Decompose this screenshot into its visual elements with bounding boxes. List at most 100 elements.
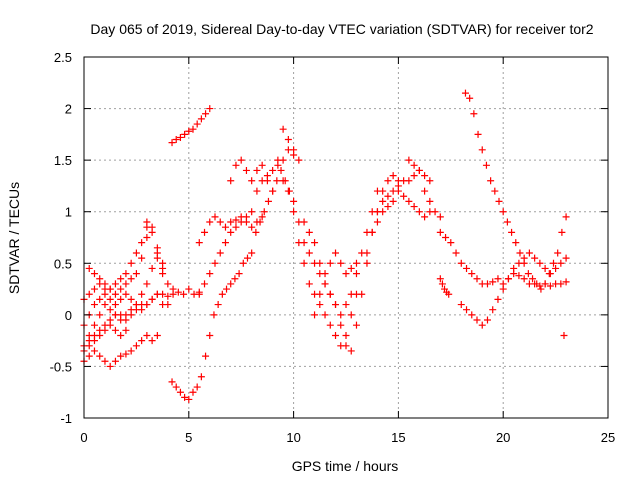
data-point (442, 234, 450, 241)
data-point (347, 290, 355, 298)
data-point (487, 177, 495, 185)
data-point (253, 218, 261, 226)
data-point (111, 326, 119, 334)
data-point (410, 203, 418, 211)
data-point (368, 228, 376, 236)
data-point (101, 301, 109, 309)
data-point (494, 295, 502, 303)
data-point (438, 280, 446, 288)
data-point (90, 285, 98, 293)
data-point (90, 301, 98, 309)
data-point (248, 249, 256, 257)
data-point (489, 306, 497, 314)
data-point (384, 203, 392, 211)
data-point (326, 321, 334, 329)
series-T (405, 156, 434, 185)
data-point (101, 290, 109, 298)
data-point (554, 249, 562, 257)
data-point (300, 239, 308, 247)
data-point (232, 216, 240, 224)
data-point (347, 347, 355, 355)
data-point (127, 275, 135, 283)
data-point (452, 249, 460, 257)
series-M (227, 125, 303, 195)
data-point (284, 187, 292, 195)
data-point (305, 280, 313, 288)
data-point (214, 301, 222, 309)
series-W (457, 249, 570, 329)
data-point (470, 110, 478, 118)
series-U (436, 228, 570, 290)
y-tick-label: 2 (65, 102, 72, 117)
series-D (80, 331, 161, 370)
series-X (436, 275, 453, 298)
plot-frame (83, 56, 609, 419)
data-point (253, 166, 261, 174)
data-point (232, 223, 240, 231)
data-point (436, 213, 444, 221)
data-point (483, 280, 491, 288)
data-point (243, 254, 251, 262)
data-point (290, 208, 298, 216)
data-point (127, 295, 135, 303)
data-point (489, 278, 497, 286)
data-point (290, 197, 298, 205)
data-point (252, 228, 260, 236)
y-tick-label: 1 (65, 205, 72, 220)
data-point (426, 177, 434, 185)
data-point (148, 264, 156, 272)
data-point (426, 208, 434, 216)
data-point (227, 177, 235, 185)
data-point (510, 264, 518, 272)
data-point (529, 275, 537, 283)
grid (84, 57, 608, 418)
data-point (138, 254, 146, 262)
data-point (358, 290, 366, 298)
x-tick-label: 0 (80, 430, 87, 445)
data-point (311, 239, 319, 247)
data-point (326, 259, 334, 267)
data-point (211, 213, 219, 221)
data-point (153, 244, 161, 252)
data-points (80, 89, 570, 403)
data-point (337, 321, 345, 329)
y-tick-label: 1.5 (54, 153, 72, 168)
data-point (195, 290, 203, 298)
data-point (117, 285, 125, 293)
data-point (536, 259, 544, 267)
series-K (195, 146, 298, 298)
data-point (227, 218, 235, 226)
data-point (347, 264, 355, 272)
data-point (143, 331, 151, 339)
series-E (85, 254, 167, 339)
data-point (122, 290, 130, 298)
data-point (332, 331, 340, 339)
data-point (421, 213, 429, 221)
data-point (468, 311, 476, 319)
data-point (85, 352, 93, 360)
data-point (321, 270, 329, 278)
data-point (326, 290, 334, 298)
data-point (159, 264, 167, 272)
data-point (552, 264, 560, 272)
data-point (504, 275, 512, 283)
data-point (153, 290, 161, 298)
data-point (321, 280, 329, 288)
data-point (122, 350, 130, 358)
data-point (117, 316, 125, 324)
data-point (197, 115, 205, 123)
data-point (503, 218, 511, 226)
data-point (332, 249, 340, 257)
x-tick-label: 20 (496, 430, 510, 445)
data-point (242, 166, 250, 174)
y-tick-label: 2.5 (54, 50, 72, 65)
data-point (106, 295, 114, 303)
data-point (499, 285, 507, 293)
data-point (311, 311, 319, 319)
data-point (227, 228, 235, 236)
data-point (379, 187, 387, 195)
data-point (557, 280, 565, 288)
data-point (221, 239, 229, 247)
data-point (321, 311, 329, 319)
